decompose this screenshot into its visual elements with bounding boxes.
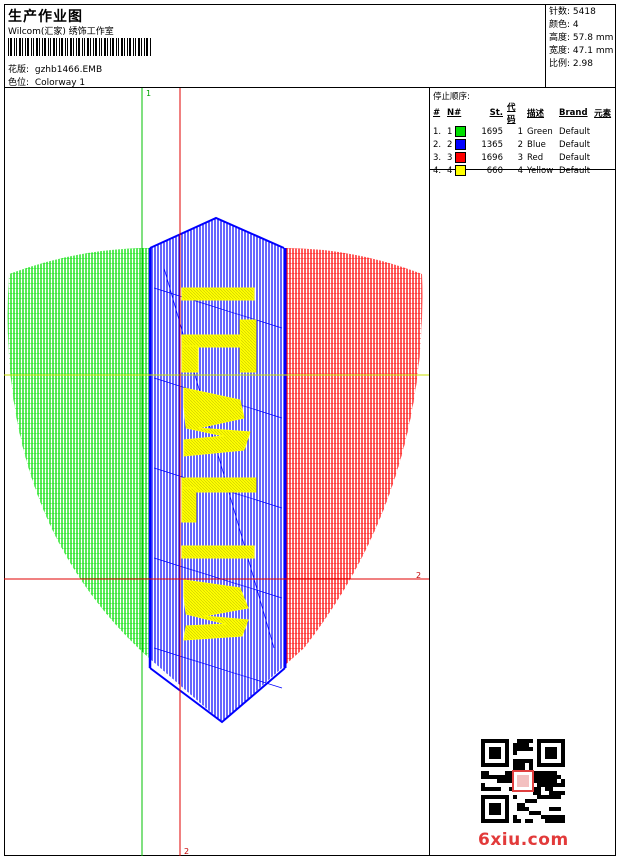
- col-element: 元素: [594, 109, 612, 119]
- guide-label-green: 1: [146, 89, 151, 98]
- stat-scale: 比例: 2.98: [549, 59, 593, 69]
- design-row: 花版: gzhb1466.EMB: [8, 62, 102, 75]
- stat-stitches: 针数: 5418: [549, 7, 596, 17]
- design-label: 花版:: [8, 65, 30, 75]
- blue-stitch-area: [150, 218, 286, 722]
- table-row[interactable]: 1. 1 1695 1 Green Default: [433, 126, 591, 137]
- yellow-lettering: [181, 287, 257, 641]
- stop-sequence-title: 停止顺序:: [433, 92, 470, 102]
- stat-colors: 颜色: 4: [549, 20, 579, 30]
- table-row[interactable]: 2. 2 1365 2 Blue Default: [433, 139, 591, 150]
- colorway-row: 色位: Colorway 1: [8, 75, 85, 88]
- qr-logo-icon: [517, 775, 529, 787]
- design-value: gzhb1466.EMB: [34, 65, 103, 75]
- page-frame: [4, 4, 616, 856]
- table-row[interactable]: 4. 4 660 4 Yellow Default: [433, 165, 591, 176]
- color-swatch-red: [455, 152, 467, 163]
- red-stitch-area: [284, 218, 423, 722]
- col-code: 代码: [507, 103, 516, 125]
- col-brand: Brand: [559, 108, 588, 118]
- page-title: 生产作业图: [8, 9, 83, 25]
- color-swatch-yellow: [455, 165, 467, 176]
- studio-subtitle: Wilcom(汇家) 绣饰工作室: [8, 27, 114, 37]
- color-swatch-green: [455, 126, 467, 137]
- stop-sequence-table: # N# St. 代码 描述 Brand 元素 1. 1 1695 1 Gree…: [431, 101, 613, 177]
- col-num: #: [433, 108, 441, 118]
- colorway-label: 色位:: [8, 78, 30, 88]
- table-row[interactable]: 3. 3 1696 3 Red Default: [433, 152, 591, 163]
- green-stitch-area: [7, 218, 152, 722]
- qr-code: [481, 739, 565, 823]
- embroidery-preview: 1 2 2: [4, 88, 429, 856]
- header-panel: [4, 4, 546, 88]
- stat-height: 高度: 57.8 mm: [549, 33, 614, 43]
- guide-label-red-horizontal: 2: [416, 571, 421, 580]
- stats-panel: [545, 4, 616, 88]
- color-swatch-blue: [455, 139, 467, 150]
- barcode: [8, 38, 151, 56]
- watermark-logo: 6xiu.com: [478, 830, 569, 850]
- stat-width: 宽度: 47.1 mm: [549, 46, 614, 56]
- stop-sequence-panel: 停止顺序: # N# St. 代码 描述 Brand 元素 1. 1 1695 …: [430, 88, 616, 176]
- design-canvas[interactable]: 1 2 2: [4, 88, 430, 856]
- col-n: N#: [447, 108, 462, 118]
- table-header-row: # N# St. 代码 描述 Brand 元素: [431, 101, 613, 125]
- col-st: St.: [489, 108, 503, 118]
- colorway-value: Colorway 1: [34, 78, 86, 88]
- col-desc: 描述: [527, 109, 545, 119]
- guide-label-red-vertical: 2: [184, 847, 189, 856]
